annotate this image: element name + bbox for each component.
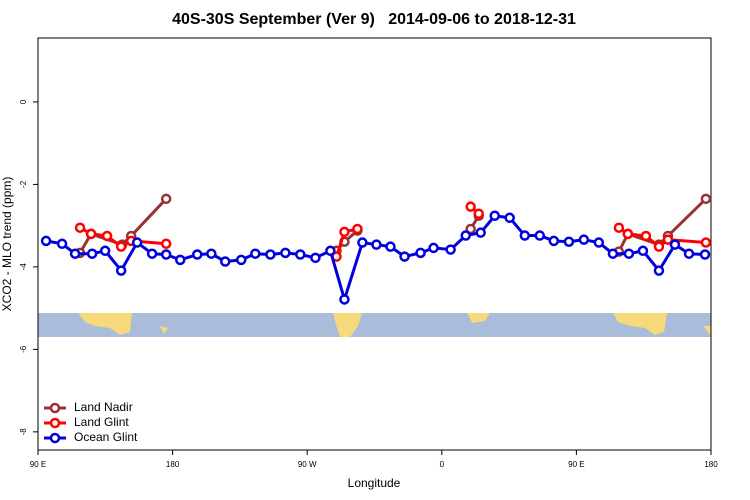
legend-marker — [49, 402, 61, 414]
data-point — [115, 241, 127, 252]
legend-marker — [49, 432, 61, 444]
data-point — [607, 248, 619, 259]
y-axis-label: XCO2 - MLO trend (ppm) — [0, 177, 14, 312]
data-point — [593, 237, 605, 248]
data-point — [385, 241, 396, 252]
data-point — [160, 249, 172, 260]
data-point — [445, 244, 456, 255]
data-point — [637, 245, 649, 257]
data-point — [174, 254, 186, 266]
series-line — [45, 214, 706, 301]
data-point — [653, 265, 665, 276]
data-point — [415, 247, 426, 259]
data-point — [250, 248, 261, 259]
data-point — [653, 241, 665, 252]
data-point — [371, 239, 382, 250]
x-axis-label: Longitude — [348, 476, 401, 490]
data-point — [473, 208, 484, 219]
y-tick-label: -4 — [19, 263, 28, 271]
data-point — [160, 193, 172, 205]
legend-label: Land Glint — [74, 415, 129, 429]
data-point — [640, 230, 652, 242]
data-point — [662, 234, 674, 245]
data-point — [339, 226, 350, 238]
y-tick-label: -8 — [19, 428, 28, 436]
data-point — [534, 230, 546, 241]
data-point — [325, 245, 336, 257]
data-point — [465, 223, 476, 235]
data-point — [160, 238, 172, 250]
data-point — [280, 247, 291, 259]
data-point — [40, 235, 52, 247]
data-point — [578, 234, 590, 245]
data-point — [683, 248, 695, 259]
data-point — [131, 237, 143, 248]
x-tick-label: 180 — [704, 460, 718, 469]
y-tick-label: 0 — [19, 99, 28, 104]
data-point — [699, 249, 711, 260]
data-point — [475, 227, 486, 238]
data-point — [265, 249, 276, 260]
legend-label: Ocean Glint — [74, 430, 138, 444]
data-point — [69, 248, 81, 259]
data-point — [56, 238, 68, 250]
data-point — [219, 256, 231, 267]
map-strip — [38, 313, 711, 337]
x-tick-label: 180 — [166, 460, 180, 469]
data-point — [622, 228, 634, 240]
data-point — [613, 222, 625, 233]
data-point — [115, 265, 127, 276]
data-point — [623, 248, 635, 259]
data-point — [295, 249, 306, 260]
data-point — [563, 236, 575, 247]
plot-frame — [37, 37, 712, 451]
data-point — [146, 248, 158, 259]
legend-marker — [49, 417, 61, 429]
chart-title: 40S-30S September (Ver 9) 2014-09-06 to … — [172, 11, 576, 28]
x-tick-label: 90 E — [568, 460, 584, 469]
data-point — [519, 230, 531, 241]
y-tick-label: -2 — [19, 180, 28, 188]
data-point — [99, 245, 111, 257]
data-point — [465, 201, 476, 212]
x-tick-label: 0 — [440, 460, 445, 469]
legend-label: Land Nadir — [74, 400, 133, 414]
data-point — [192, 249, 203, 260]
y-tick-label: -6 — [19, 345, 28, 353]
data-point — [489, 210, 500, 221]
data-point — [700, 237, 712, 248]
data-point — [428, 242, 439, 254]
data-point — [74, 222, 86, 233]
data-point — [101, 230, 113, 242]
data-point — [86, 248, 98, 259]
data-point — [700, 193, 712, 205]
data-point — [548, 235, 560, 247]
x-tick-label: 90 W — [298, 460, 317, 469]
data-point — [669, 239, 681, 250]
data-point — [460, 230, 471, 241]
data-point — [339, 294, 350, 305]
data-point — [352, 223, 363, 235]
data-point — [357, 237, 368, 248]
data-point — [206, 248, 217, 259]
data-point — [235, 254, 247, 266]
data-point — [504, 212, 515, 224]
data-point — [399, 251, 410, 262]
data-point — [310, 252, 321, 264]
data-point — [85, 228, 97, 240]
x-tick-label: 90 E — [30, 460, 46, 469]
